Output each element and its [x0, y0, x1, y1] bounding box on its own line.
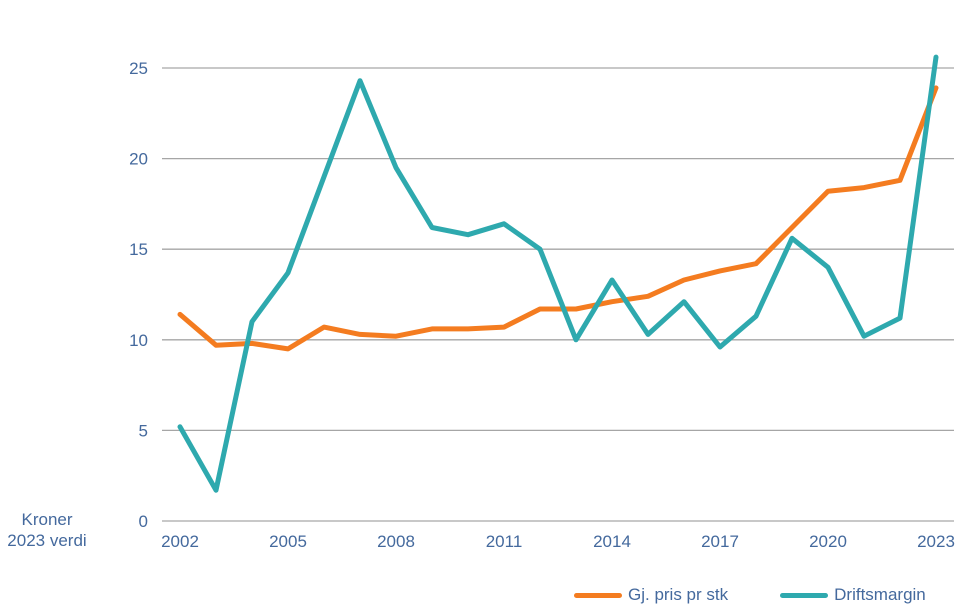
legend-label-margin: Driftsmargin [834, 585, 926, 604]
legend-item-margin: Driftsmargin [780, 585, 926, 605]
y-tick-label: 15 [129, 240, 148, 259]
x-tick-label: 2011 [486, 532, 523, 551]
x-tick-label: 2002 [161, 532, 199, 551]
y-tick-label: 25 [129, 59, 148, 78]
legend-label-price: Gj. pris pr stk [628, 585, 729, 604]
x-tick-label: 2020 [809, 532, 847, 551]
y-axis-title-line2: 2023 verdi [7, 531, 87, 550]
price-line-swatch-icon [574, 592, 622, 598]
x-tick-label: 2005 [269, 532, 307, 551]
legend-item-price: Gj. pris pr stk [574, 585, 728, 605]
y-axis-title-line1: Kroner [21, 510, 73, 529]
legend: Gj. pris pr stk Driftsmargin [574, 585, 926, 605]
x-tick-label: 2008 [377, 532, 415, 551]
x-tick-label: 2023 [917, 532, 955, 551]
x-tick-label: 2017 [701, 532, 739, 551]
y-tick-label: 5 [139, 421, 148, 440]
y-axis-title: Kroner 2023 verdi [0, 509, 94, 551]
margin-line-swatch-icon [780, 592, 829, 598]
y-tick-label: 0 [139, 512, 148, 531]
y-tick-label: 10 [129, 331, 148, 350]
margin-series-line [177, 54, 939, 493]
y-tick-label: 20 [129, 150, 148, 169]
price-series-line [177, 85, 939, 352]
x-tick-label: 2014 [593, 532, 631, 551]
